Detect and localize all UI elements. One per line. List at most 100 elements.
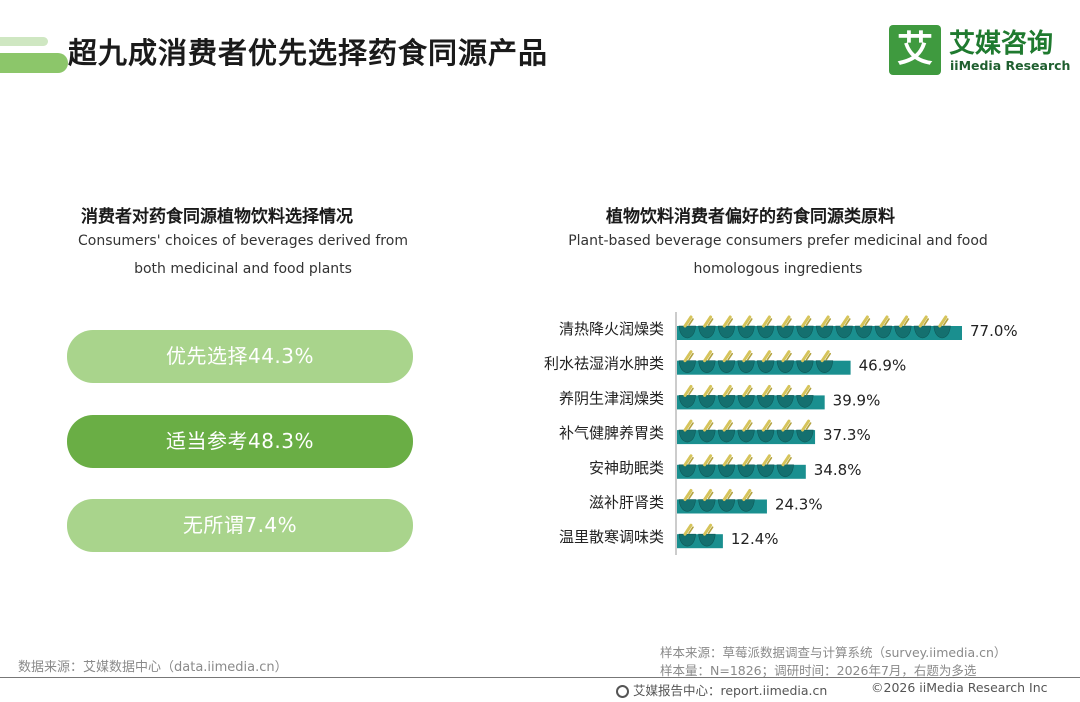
bowl-icon (737, 429, 755, 443)
herb-stem-icon (688, 422, 694, 430)
bowl-icon (737, 360, 755, 374)
herb-stem-icon (805, 318, 812, 326)
herb-stem-icon (707, 526, 714, 534)
herb-icon (703, 350, 713, 363)
bowl-icon (874, 325, 892, 339)
bowl-icon (737, 499, 755, 512)
category-label: 滋补肝肾类 (589, 494, 664, 512)
herb-stem-icon (805, 387, 812, 396)
bowl-icon (717, 429, 736, 443)
bowl-icon (717, 325, 736, 339)
bowl-icon (757, 360, 775, 374)
bar-row: 滋补肝肾类 24.3% (589, 489, 823, 514)
herb-stem-icon (825, 318, 832, 326)
bowl-icon (698, 325, 716, 339)
herb-stem-icon (688, 526, 694, 534)
herb-icon (781, 419, 791, 432)
category-label: 利水祛湿消水肿类 (544, 355, 664, 373)
herb-icon (683, 350, 693, 363)
herb-icon (781, 350, 791, 363)
herb-stem-icon (766, 422, 773, 430)
category-label: 补气健脾养胃类 (559, 424, 664, 442)
category-label: 安神助眠类 (589, 459, 664, 477)
bar-row: 利水祛湿消水肿类 46.9% (544, 350, 907, 375)
herb-stem-icon (707, 491, 714, 500)
herb-icon (801, 350, 811, 363)
herb-icon (899, 315, 909, 328)
bar-row: 安神助眠类 34.8% (589, 454, 861, 479)
herb-stem-icon (747, 318, 753, 326)
bowl-icon (776, 464, 794, 478)
herb-stem-icon (747, 422, 753, 430)
herb-stem-icon (786, 422, 792, 430)
herb-stem-icon (747, 457, 753, 465)
value-label: 46.9% (859, 357, 907, 375)
herb-icon (683, 454, 693, 467)
bowl-icon (757, 395, 775, 408)
bowl-icon (698, 429, 716, 443)
category-label: 温里散寒调味类 (559, 528, 664, 546)
header-decoration-top (0, 37, 48, 46)
choice-priority-pill: 优先选择44.3% (67, 330, 413, 383)
herb-icon (938, 315, 948, 328)
bowl-icon (776, 429, 794, 443)
herb-icon (742, 384, 752, 397)
herb-icon (761, 384, 771, 397)
herb-icon (722, 384, 732, 397)
herb-icon (879, 315, 889, 328)
herb-icon (801, 384, 811, 397)
bowl-icon (757, 325, 775, 339)
herb-icon (683, 384, 693, 397)
bowl-icon (678, 360, 696, 374)
herb-stem-icon (707, 422, 714, 430)
herb-icon (742, 489, 752, 501)
bar-row: 补气健脾养胃类 37.3% (559, 419, 871, 445)
report-center-link[interactable]: 艾媒报告中心：report.iimedia.cn (616, 680, 827, 699)
herb-stem-icon (707, 457, 714, 465)
herb-stem-icon (786, 318, 792, 326)
herb-stem-icon (766, 352, 773, 361)
herb-stem-icon (747, 387, 753, 396)
bowl-icon (678, 325, 696, 339)
herb-icon (761, 350, 771, 363)
bowl-icon (796, 360, 814, 374)
bowl-icon (894, 325, 912, 339)
herb-stem-icon (688, 457, 694, 465)
iimedia-logo: 艾 艾媒咨询 iiMedia Research (889, 25, 1070, 77)
herb-stem-icon (688, 318, 694, 326)
bowl-icon (815, 325, 834, 339)
bowl-icon (717, 464, 736, 478)
herb-icon (703, 315, 713, 328)
herb-icon (722, 489, 732, 501)
data-source: 数据来源：艾媒数据中心（data.iimedia.cn） (18, 660, 288, 675)
report-center-text: 艾媒报告中心：report.iimedia.cn (633, 683, 828, 698)
bowl-icon (678, 395, 696, 408)
bowl-icon (855, 325, 873, 339)
bowl-icon (776, 395, 794, 408)
herb-stem-icon (688, 352, 694, 361)
herb-icon (742, 315, 752, 328)
herb-icon (703, 454, 713, 467)
bar-row: 养阴生津润燥类 39.9% (559, 384, 880, 410)
logo-mark: 艾 (889, 25, 941, 75)
category-label: 清热降火润燥类 (559, 320, 664, 338)
bowl-icon (835, 325, 853, 339)
herb-icon (703, 489, 713, 501)
herb-stem-icon (766, 457, 773, 465)
herb-stem-icon (786, 352, 792, 361)
herb-stem-icon (727, 352, 733, 361)
herb-stem-icon (923, 318, 930, 326)
herb-icon (801, 419, 811, 432)
footer-divider (0, 677, 1080, 678)
herb-stem-icon (727, 457, 733, 465)
herb-icon (683, 523, 693, 536)
herb-stem-icon (747, 352, 753, 361)
herb-stem-icon (942, 318, 949, 326)
herb-stem-icon (707, 387, 714, 396)
herb-icon (703, 419, 713, 432)
bowl-icon (717, 395, 736, 408)
herb-icon (761, 419, 771, 432)
bowl-icon (757, 429, 775, 443)
herb-stem-icon (688, 491, 694, 500)
value-label: 77.0% (970, 322, 1018, 340)
